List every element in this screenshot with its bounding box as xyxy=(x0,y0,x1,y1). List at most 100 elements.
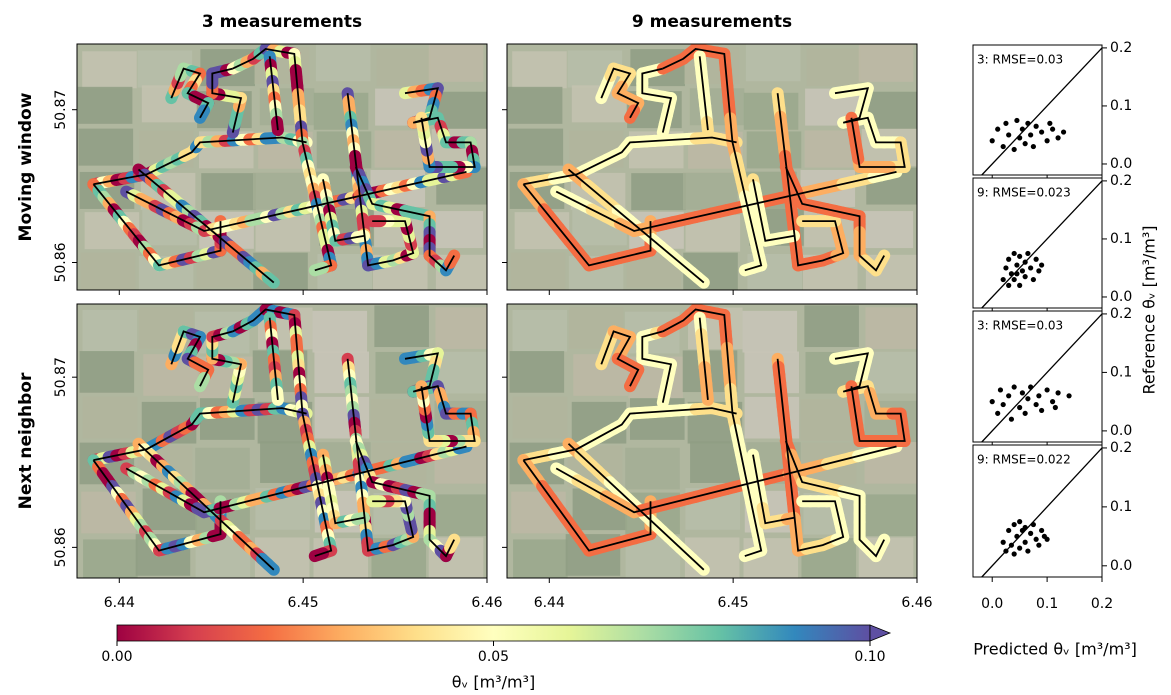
y-tick-label: 0.0 xyxy=(1110,423,1132,439)
point xyxy=(1061,129,1066,134)
point xyxy=(1039,528,1044,533)
field xyxy=(314,93,369,130)
field xyxy=(513,310,568,352)
point xyxy=(1034,537,1039,542)
point xyxy=(1017,283,1022,288)
column-title: 3 measurements xyxy=(202,12,362,32)
field xyxy=(746,44,801,81)
point xyxy=(1045,138,1050,143)
point xyxy=(1034,124,1039,129)
point xyxy=(1028,265,1033,270)
point xyxy=(1006,283,1011,288)
y-tick-label: 0.2 xyxy=(1110,440,1132,456)
map-panel xyxy=(502,44,921,295)
field xyxy=(744,93,799,130)
point xyxy=(1014,262,1019,267)
point xyxy=(1023,540,1028,545)
scatter-panel: 3: RMSE=0.03 0.0 0.1 0.2 xyxy=(973,306,1132,447)
y-tick-label: 0.2 xyxy=(1110,306,1132,322)
point xyxy=(1039,262,1044,267)
field xyxy=(317,131,372,168)
field xyxy=(80,351,135,393)
y-tick-label: 0.1 xyxy=(1110,364,1132,380)
point xyxy=(995,411,1000,416)
y-axis-label: Reference θᵥ [m³/m³] xyxy=(1140,225,1159,394)
y-tick-label: 50.87 xyxy=(53,90,69,130)
point xyxy=(1001,144,1006,149)
y-tick-label: 0.1 xyxy=(1110,98,1132,114)
point xyxy=(1012,147,1017,152)
annotation: 9: RMSE=0.023 xyxy=(977,186,1071,200)
x-tick-label: 0.0 xyxy=(981,596,1003,612)
y-tick-label: 0.2 xyxy=(1110,173,1132,189)
field xyxy=(316,44,371,81)
field xyxy=(377,49,432,86)
point xyxy=(1045,387,1050,392)
point xyxy=(1028,531,1033,536)
figure: 3 measurements 9 measurements Moving win… xyxy=(0,0,1171,695)
field xyxy=(804,305,859,347)
field xyxy=(801,399,856,441)
point xyxy=(1017,135,1022,140)
annotation: 3: RMSE=0.03 xyxy=(977,319,1063,333)
point xyxy=(1025,121,1030,126)
field xyxy=(866,307,921,349)
point xyxy=(1012,277,1017,282)
field xyxy=(513,539,568,581)
point xyxy=(1012,384,1017,389)
field xyxy=(81,253,136,290)
point xyxy=(1025,396,1030,401)
point xyxy=(1045,537,1050,542)
point xyxy=(1036,268,1041,273)
x-tick-label: 6.45 xyxy=(718,595,749,611)
field xyxy=(509,129,564,166)
y-tick-label: 0.0 xyxy=(1110,289,1132,305)
point xyxy=(1014,534,1019,539)
x-axis-label: Predicted θᵥ [m³/m³] xyxy=(973,640,1137,659)
y-tick-label: 0.0 xyxy=(1110,156,1132,172)
field xyxy=(859,45,914,82)
scatter-panel: 3: RMSE=0.030.00.10.2 xyxy=(973,40,1132,180)
point xyxy=(1055,390,1060,395)
field xyxy=(625,448,680,490)
y-tick-label: 0.1 xyxy=(1110,231,1132,247)
point xyxy=(1023,411,1028,416)
colorbar-label: θᵥ [m³/m³] xyxy=(452,673,535,692)
map-panel: 6.446.456.46 xyxy=(502,304,933,611)
point xyxy=(1047,121,1052,126)
annotation: 9: RMSE=0.022 xyxy=(977,453,1071,467)
point xyxy=(1006,528,1011,533)
colorbar-extend xyxy=(870,625,890,641)
point xyxy=(1003,548,1008,553)
point xyxy=(1039,408,1044,413)
x-tick-label: 6.44 xyxy=(534,595,565,611)
map-background xyxy=(77,304,490,581)
x-tick-label: 6.45 xyxy=(288,595,319,611)
field xyxy=(78,87,133,124)
field xyxy=(512,51,567,88)
point xyxy=(995,127,1000,132)
field xyxy=(82,51,137,88)
map-background xyxy=(507,44,921,293)
field xyxy=(374,305,429,347)
field xyxy=(508,87,563,124)
point xyxy=(1017,519,1022,524)
point xyxy=(990,138,995,143)
field xyxy=(510,351,565,393)
point xyxy=(1023,260,1028,265)
field xyxy=(371,399,426,441)
y-tick-label: 0.1 xyxy=(1110,499,1132,515)
point xyxy=(1025,548,1030,553)
point xyxy=(1031,277,1036,282)
colorbar-body xyxy=(117,625,870,641)
map-panel: 50.8650.87 xyxy=(53,44,491,295)
point xyxy=(1017,405,1022,410)
point xyxy=(1023,141,1028,146)
annotation: 3: RMSE=0.03 xyxy=(977,53,1063,67)
point xyxy=(1025,251,1030,256)
colorbar-tick-label: 0.05 xyxy=(478,649,509,665)
point xyxy=(1009,271,1014,276)
field xyxy=(83,539,138,581)
point xyxy=(1039,129,1044,134)
point xyxy=(1053,405,1058,410)
